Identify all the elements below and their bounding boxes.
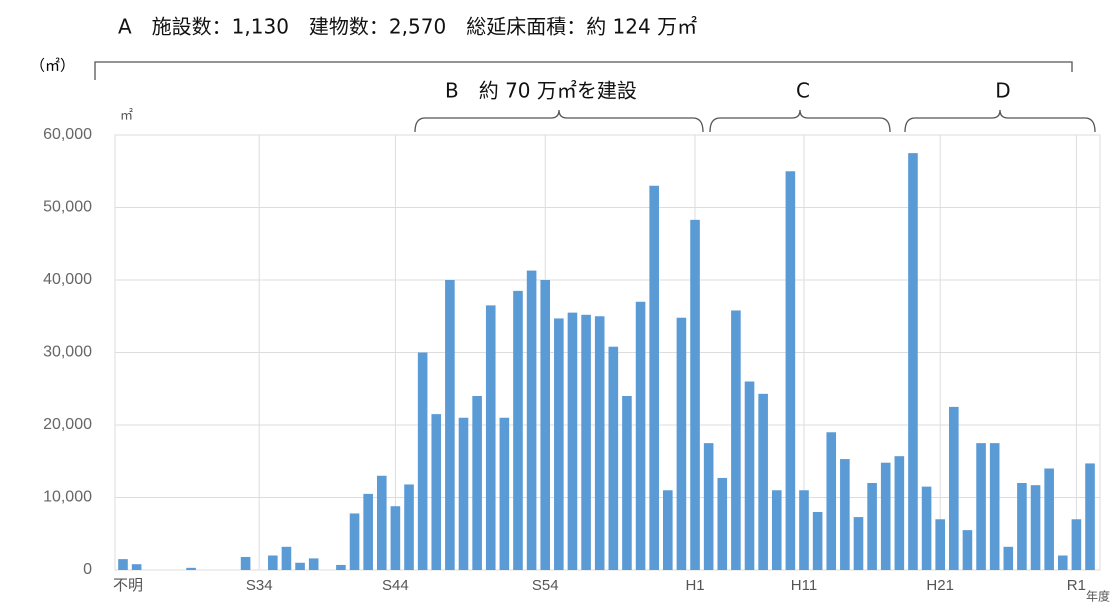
bar	[336, 564, 346, 570]
x-unit: 年度	[1086, 589, 1110, 604]
bar	[308, 558, 319, 570]
bar	[880, 462, 891, 570]
bar	[594, 316, 605, 570]
annotation-a: A 施設数：1,130 建物数：2,570 総延床面積：約 124 万㎡	[118, 15, 697, 39]
bar	[554, 318, 564, 570]
bar	[1085, 463, 1095, 570]
bar	[744, 381, 755, 570]
bar	[840, 459, 850, 570]
annotation-d: D	[995, 79, 1010, 103]
bar	[1057, 555, 1068, 570]
annotation-b: B 約 70 万㎡を建設	[445, 79, 637, 103]
bar	[771, 490, 782, 570]
bar	[445, 280, 455, 570]
y-tick-label: 20,000	[43, 416, 92, 433]
bar	[186, 567, 196, 570]
bar	[663, 490, 673, 570]
x-tick-label: S54	[532, 577, 559, 594]
bar	[649, 185, 659, 570]
bar	[499, 417, 510, 570]
bar	[526, 270, 537, 570]
bar	[608, 346, 619, 570]
bar	[935, 519, 945, 570]
x-tick-label: H11	[791, 577, 817, 594]
bar	[349, 513, 360, 570]
bar	[894, 456, 905, 570]
bar	[567, 312, 578, 570]
bar	[540, 280, 551, 570]
bar	[921, 486, 932, 570]
y-tick-label: 40,000	[43, 271, 92, 288]
bar	[472, 396, 482, 570]
bar	[1044, 468, 1054, 570]
bar	[908, 153, 918, 570]
annotation-c: C	[796, 79, 810, 103]
y-tick-label: 30,000	[43, 344, 92, 361]
y-tick-label: 50,000	[43, 199, 92, 216]
bar	[785, 171, 796, 570]
y-tick-label: 0	[83, 561, 92, 578]
bar	[867, 483, 877, 570]
bar	[1017, 483, 1027, 570]
bar	[417, 352, 428, 570]
bar	[1030, 485, 1041, 570]
bar	[799, 490, 809, 570]
bar	[431, 414, 442, 570]
bracket-a	[94, 61, 1073, 80]
bar	[240, 556, 251, 570]
x-tick-label: S34	[246, 577, 273, 594]
bar	[676, 317, 687, 570]
bar	[635, 301, 646, 570]
bar	[622, 396, 632, 570]
x-tick-label: R1	[1067, 577, 1086, 594]
brace	[709, 109, 891, 133]
bar	[976, 443, 986, 570]
bar	[458, 417, 469, 570]
bar	[485, 305, 496, 570]
brace	[414, 109, 704, 133]
y-tick-label: 10,000	[43, 489, 92, 506]
bar	[758, 393, 768, 570]
bar	[703, 443, 714, 570]
bar	[376, 475, 387, 570]
x-tick-label: H1	[685, 577, 704, 594]
bar	[826, 432, 837, 570]
annotation-a-unit: （㎡）	[30, 57, 75, 75]
bar	[717, 477, 728, 570]
bar	[281, 546, 292, 570]
bar	[513, 290, 523, 570]
brace	[904, 109, 1096, 133]
x-tick-label: H21	[926, 577, 954, 594]
bar	[1071, 519, 1082, 570]
bar	[268, 555, 278, 570]
bar	[989, 443, 1000, 570]
y-unit: ㎡	[120, 109, 133, 124]
bar	[812, 512, 823, 570]
bar	[295, 562, 305, 570]
y-tick-label: 60,000	[43, 126, 92, 143]
x-tick-label: 不明	[113, 577, 143, 594]
bar	[131, 564, 142, 570]
bar	[853, 517, 864, 570]
bar	[949, 406, 959, 570]
bar	[581, 314, 591, 570]
bar	[1003, 546, 1014, 570]
bar	[363, 493, 373, 570]
bar	[962, 530, 973, 570]
bar	[731, 310, 741, 570]
bar	[390, 506, 401, 570]
bar	[118, 559, 128, 570]
bar	[404, 484, 414, 570]
x-tick-label: S44	[382, 577, 409, 594]
bar	[690, 219, 700, 570]
